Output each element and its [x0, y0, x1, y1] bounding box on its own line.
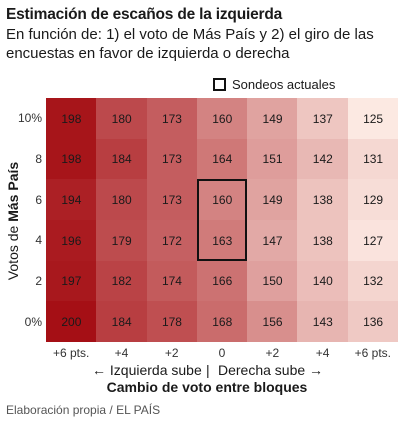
current-polls-highlight: [196, 179, 248, 261]
heatmap-cell: 164: [196, 138, 248, 180]
x-tick-label: +6 pts.: [354, 346, 392, 360]
heatmap-cell: 137: [297, 98, 349, 140]
chart-subtitle: En función de: 1) el voto de Más País y …: [6, 26, 374, 62]
direction-separator: |: [206, 362, 210, 378]
heatmap-cell: 131: [347, 138, 399, 180]
heatmap-cell: 166: [196, 260, 248, 302]
heatmap-cell: 173: [146, 98, 198, 140]
heatmap-cell: 172: [146, 220, 198, 262]
heatmap-cell: 142: [297, 138, 349, 180]
chart-title: Estimación de escaños de la izquierda: [6, 6, 283, 23]
x-tick-label: +4: [315, 346, 330, 360]
heatmap-cell: 173: [146, 138, 198, 180]
heatmap-cell: 140: [297, 260, 349, 302]
heatmap-grid: 198 180 173 160 149 137 125 198 184 173 164 151 142 1…: [46, 98, 399, 343]
heatmap-cell: 173: [146, 179, 198, 221]
heatmap-cell: 182: [96, 260, 148, 302]
heatmap-cell: 150: [247, 260, 298, 302]
x-tick-label: +2: [164, 346, 179, 360]
heatmap-cell: 198: [46, 98, 97, 140]
x-tick-label: +2: [265, 346, 280, 360]
legend-label: Sondeos actuales: [232, 76, 336, 92]
heatmap-cell: 132: [347, 260, 399, 302]
legend: Sondeos actuales: [213, 76, 335, 92]
y-tick-label: 0%: [24, 314, 42, 329]
legend-swatch: [213, 77, 226, 91]
heatmap-cell: 138: [297, 179, 349, 221]
heatmap-cell: 198: [46, 138, 97, 180]
heatmap-cell: 160: [196, 179, 248, 221]
heatmap-cell: 196: [46, 220, 97, 262]
heatmap-cell: 194: [46, 179, 97, 221]
heatmap-cell: 174: [146, 260, 198, 302]
heatmap-cell: 163: [196, 220, 248, 262]
heatmap-cell: 179: [96, 220, 148, 262]
heatmap-cell: 184: [96, 301, 148, 343]
heatmap-cell: 200: [46, 301, 97, 343]
x-tick-label: +4: [114, 346, 129, 360]
x-axis-title: Cambio de voto entre bloques: [106, 379, 308, 395]
heatmap-cell: 147: [247, 220, 298, 262]
heatmap-cell: 160: [196, 98, 248, 140]
heatmap-cell: 184: [96, 138, 148, 180]
heatmap-cell: 178: [146, 301, 198, 343]
heatmap-cell: 168: [196, 301, 248, 343]
y-axis-title-prefix: Votos de: [5, 221, 21, 281]
heatmap-cell: 180: [96, 179, 148, 221]
x-tick-label: 0: [218, 346, 226, 360]
direction-right-label: Derecha sube →: [218, 362, 324, 378]
heatmap-cell: 127: [347, 220, 399, 262]
source-note: Elaboración propia / EL PAÍS: [6, 403, 161, 417]
heatmap-cell: 129: [347, 179, 399, 221]
y-tick-label: 10%: [17, 111, 42, 126]
heatmap-cell: 149: [247, 98, 298, 140]
heatmap-cell: 151: [247, 138, 298, 180]
y-axis-title: Votos de Más País: [2, 100, 24, 342]
heatmap-cell: 156: [247, 301, 298, 343]
heatmap-cell: 197: [46, 260, 97, 302]
heatmap-cell: 149: [247, 179, 298, 221]
y-tick-label: 2: [35, 274, 42, 288]
y-tick-label: 8: [35, 152, 42, 166]
heatmap-cell: 138: [297, 220, 349, 262]
heatmap-cell: 143: [297, 301, 349, 343]
heatmap-cell: 136: [347, 301, 399, 343]
heatmap-cell: 180: [96, 98, 148, 140]
direction-left-label: ← Izquierda sube: [92, 362, 202, 378]
x-tick-label: +6 pts.: [52, 346, 90, 360]
y-tick-label: 4: [35, 233, 42, 248]
y-tick-label: 6: [35, 192, 42, 207]
heatmap-cell: 125: [347, 98, 399, 140]
